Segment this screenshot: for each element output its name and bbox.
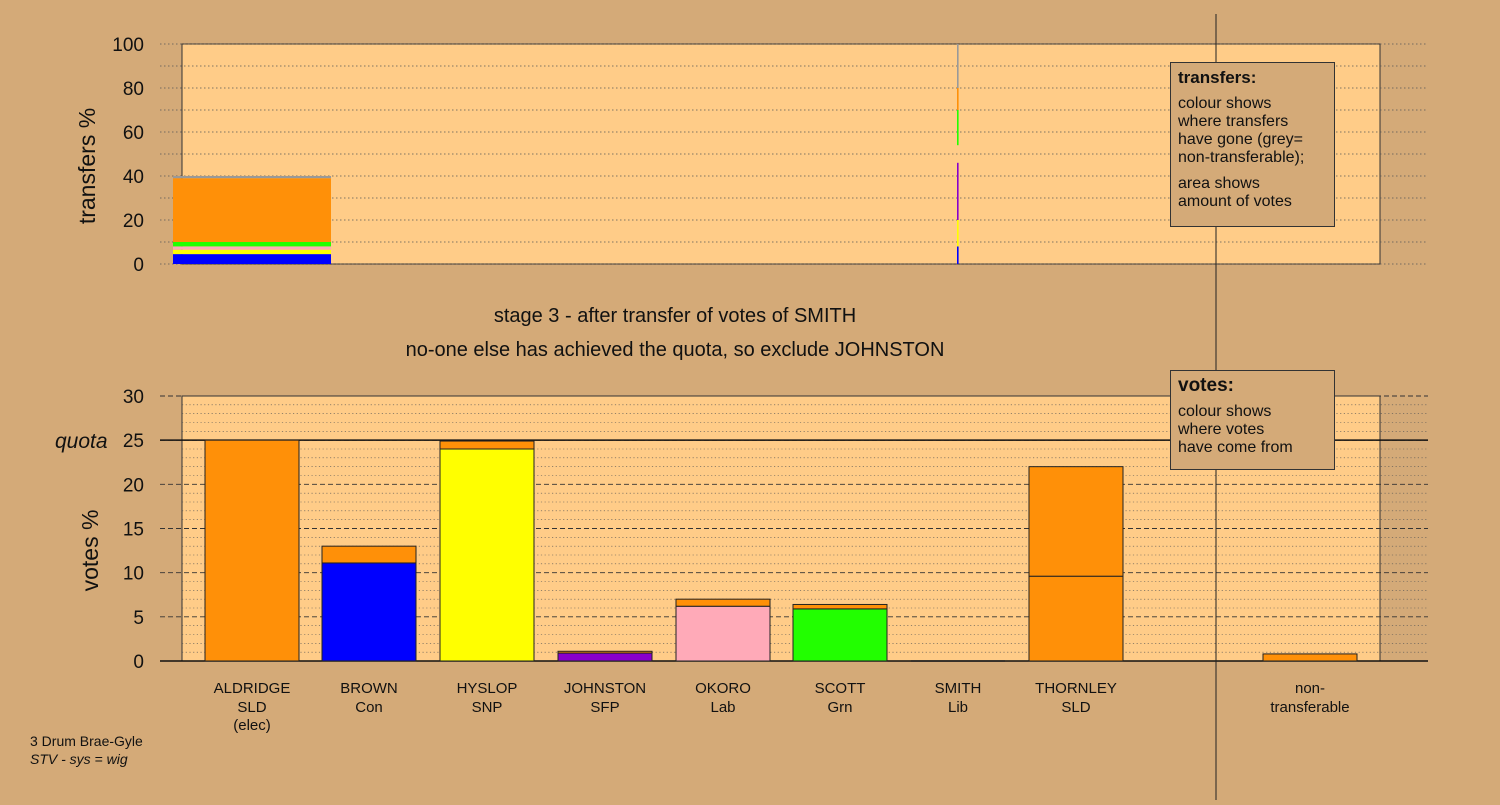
votes-legend: votes: colour shows where votes have com… bbox=[1170, 370, 1335, 470]
transfers-tick-label: 80 bbox=[123, 79, 144, 100]
transfer-sliver-johnston bbox=[957, 162, 959, 220]
votes-tick-label: 20 bbox=[123, 475, 144, 496]
candidate-party: Lab bbox=[710, 699, 735, 716]
candidate-party: Grn bbox=[827, 699, 852, 716]
candidate-name: HYSLOP bbox=[457, 680, 518, 697]
candidate-name: THORNLEY bbox=[1035, 680, 1117, 697]
transfer-segment-scott bbox=[173, 242, 331, 247]
transfer-segment-hyslop bbox=[173, 249, 331, 255]
votes-legend-title: votes: bbox=[1178, 375, 1234, 396]
transfers-legend: transfers: colour shows where transfers … bbox=[1170, 62, 1335, 227]
candidate-name: ALDRIDGE bbox=[214, 680, 291, 697]
transfer-sliver-brown bbox=[957, 246, 959, 264]
transfers-legend-line: colour shows where transfers have gone (… bbox=[1178, 95, 1305, 166]
vote-bar-thornley-segment bbox=[1028, 575, 1124, 662]
candidate-party: SNP bbox=[472, 699, 503, 716]
status-line: no-one else has achieved the quota, so e… bbox=[405, 339, 945, 361]
vote-bar-brown-segment bbox=[321, 562, 417, 662]
vote-bar-brown-segment bbox=[321, 545, 417, 564]
quota-label: quota bbox=[55, 430, 108, 453]
votes-tick-label: 30 bbox=[123, 387, 144, 408]
candidate-name: SMITH bbox=[935, 680, 982, 697]
transfers-tick-label: 0 bbox=[133, 255, 144, 276]
stage-line: stage 3 - after transfer of votes of SMI… bbox=[493, 305, 857, 327]
vote-bar-johnston-segment bbox=[557, 652, 653, 662]
transfers-legend-line: area shows amount of votes bbox=[1178, 175, 1292, 210]
transfers-legend-title: transfers: bbox=[1178, 68, 1257, 87]
transfer-sliver-thornley bbox=[957, 88, 959, 110]
transfer-segment-non_transferable bbox=[173, 176, 331, 179]
transfers-axis-label: transfers % bbox=[74, 108, 100, 224]
vote-bar-thornley-segment bbox=[1028, 466, 1124, 577]
transfers-tick-label: 60 bbox=[123, 123, 144, 144]
constituency-label: 3 Drum Brae-Gyle bbox=[30, 733, 143, 749]
candidate-party: Lib bbox=[948, 699, 968, 716]
candidate-name: OKORO bbox=[695, 680, 751, 697]
vote-bar-hyslop-segment bbox=[439, 448, 535, 662]
non-transferable-label: non- bbox=[1295, 680, 1325, 697]
transfers-tick-label: 100 bbox=[112, 35, 144, 56]
candidate-party: SLD bbox=[1061, 699, 1090, 716]
non-transferable-label: transferable bbox=[1270, 699, 1349, 716]
candidate-name: BROWN bbox=[340, 680, 398, 697]
vote-bar-hyslop-segment bbox=[439, 440, 535, 450]
candidate-party: SFP bbox=[590, 699, 619, 716]
vote-bar-okoro-segment bbox=[675, 598, 771, 607]
vote-bar-okoro-segment bbox=[675, 605, 771, 662]
transfers-tick-label: 40 bbox=[123, 167, 144, 188]
votes-tick-label: 0 bbox=[133, 652, 144, 673]
votes-axis-label: votes % bbox=[77, 510, 103, 592]
transfer-sliver-non_transferable bbox=[957, 44, 959, 88]
vote-bar-non-transferable-segment bbox=[1262, 653, 1358, 662]
transfer-sliver-scott bbox=[957, 110, 959, 146]
vote-bar-scott-segment bbox=[792, 603, 888, 610]
transfer-segment-thornley bbox=[173, 178, 331, 242]
candidate-note: (elec) bbox=[233, 717, 271, 734]
votes-tick-label: 15 bbox=[123, 520, 144, 541]
candidate-party: Con bbox=[355, 699, 383, 716]
transfer-sliver-hyslop bbox=[957, 220, 959, 247]
candidate-name: JOHNSTON bbox=[564, 680, 646, 697]
votes-legend-line: colour shows where votes have come from bbox=[1178, 403, 1293, 456]
vote-bar-johnston-segment bbox=[557, 650, 653, 654]
votes-tick-label: 10 bbox=[123, 564, 144, 585]
candidate-party: SLD bbox=[237, 699, 266, 716]
votes-tick-label: 25 bbox=[123, 431, 144, 452]
vote-bar-aldridge-segment bbox=[204, 439, 300, 662]
vote-bar-scott-segment bbox=[792, 608, 888, 662]
candidate-name: SCOTT bbox=[815, 680, 866, 697]
transfer-segment-okoro bbox=[173, 246, 331, 250]
transfer-segment-brown bbox=[173, 254, 331, 264]
transfers-tick-label: 20 bbox=[123, 211, 144, 232]
votes-tick-label: 5 bbox=[133, 608, 144, 629]
system-label: STV - sys = wig bbox=[30, 751, 128, 767]
